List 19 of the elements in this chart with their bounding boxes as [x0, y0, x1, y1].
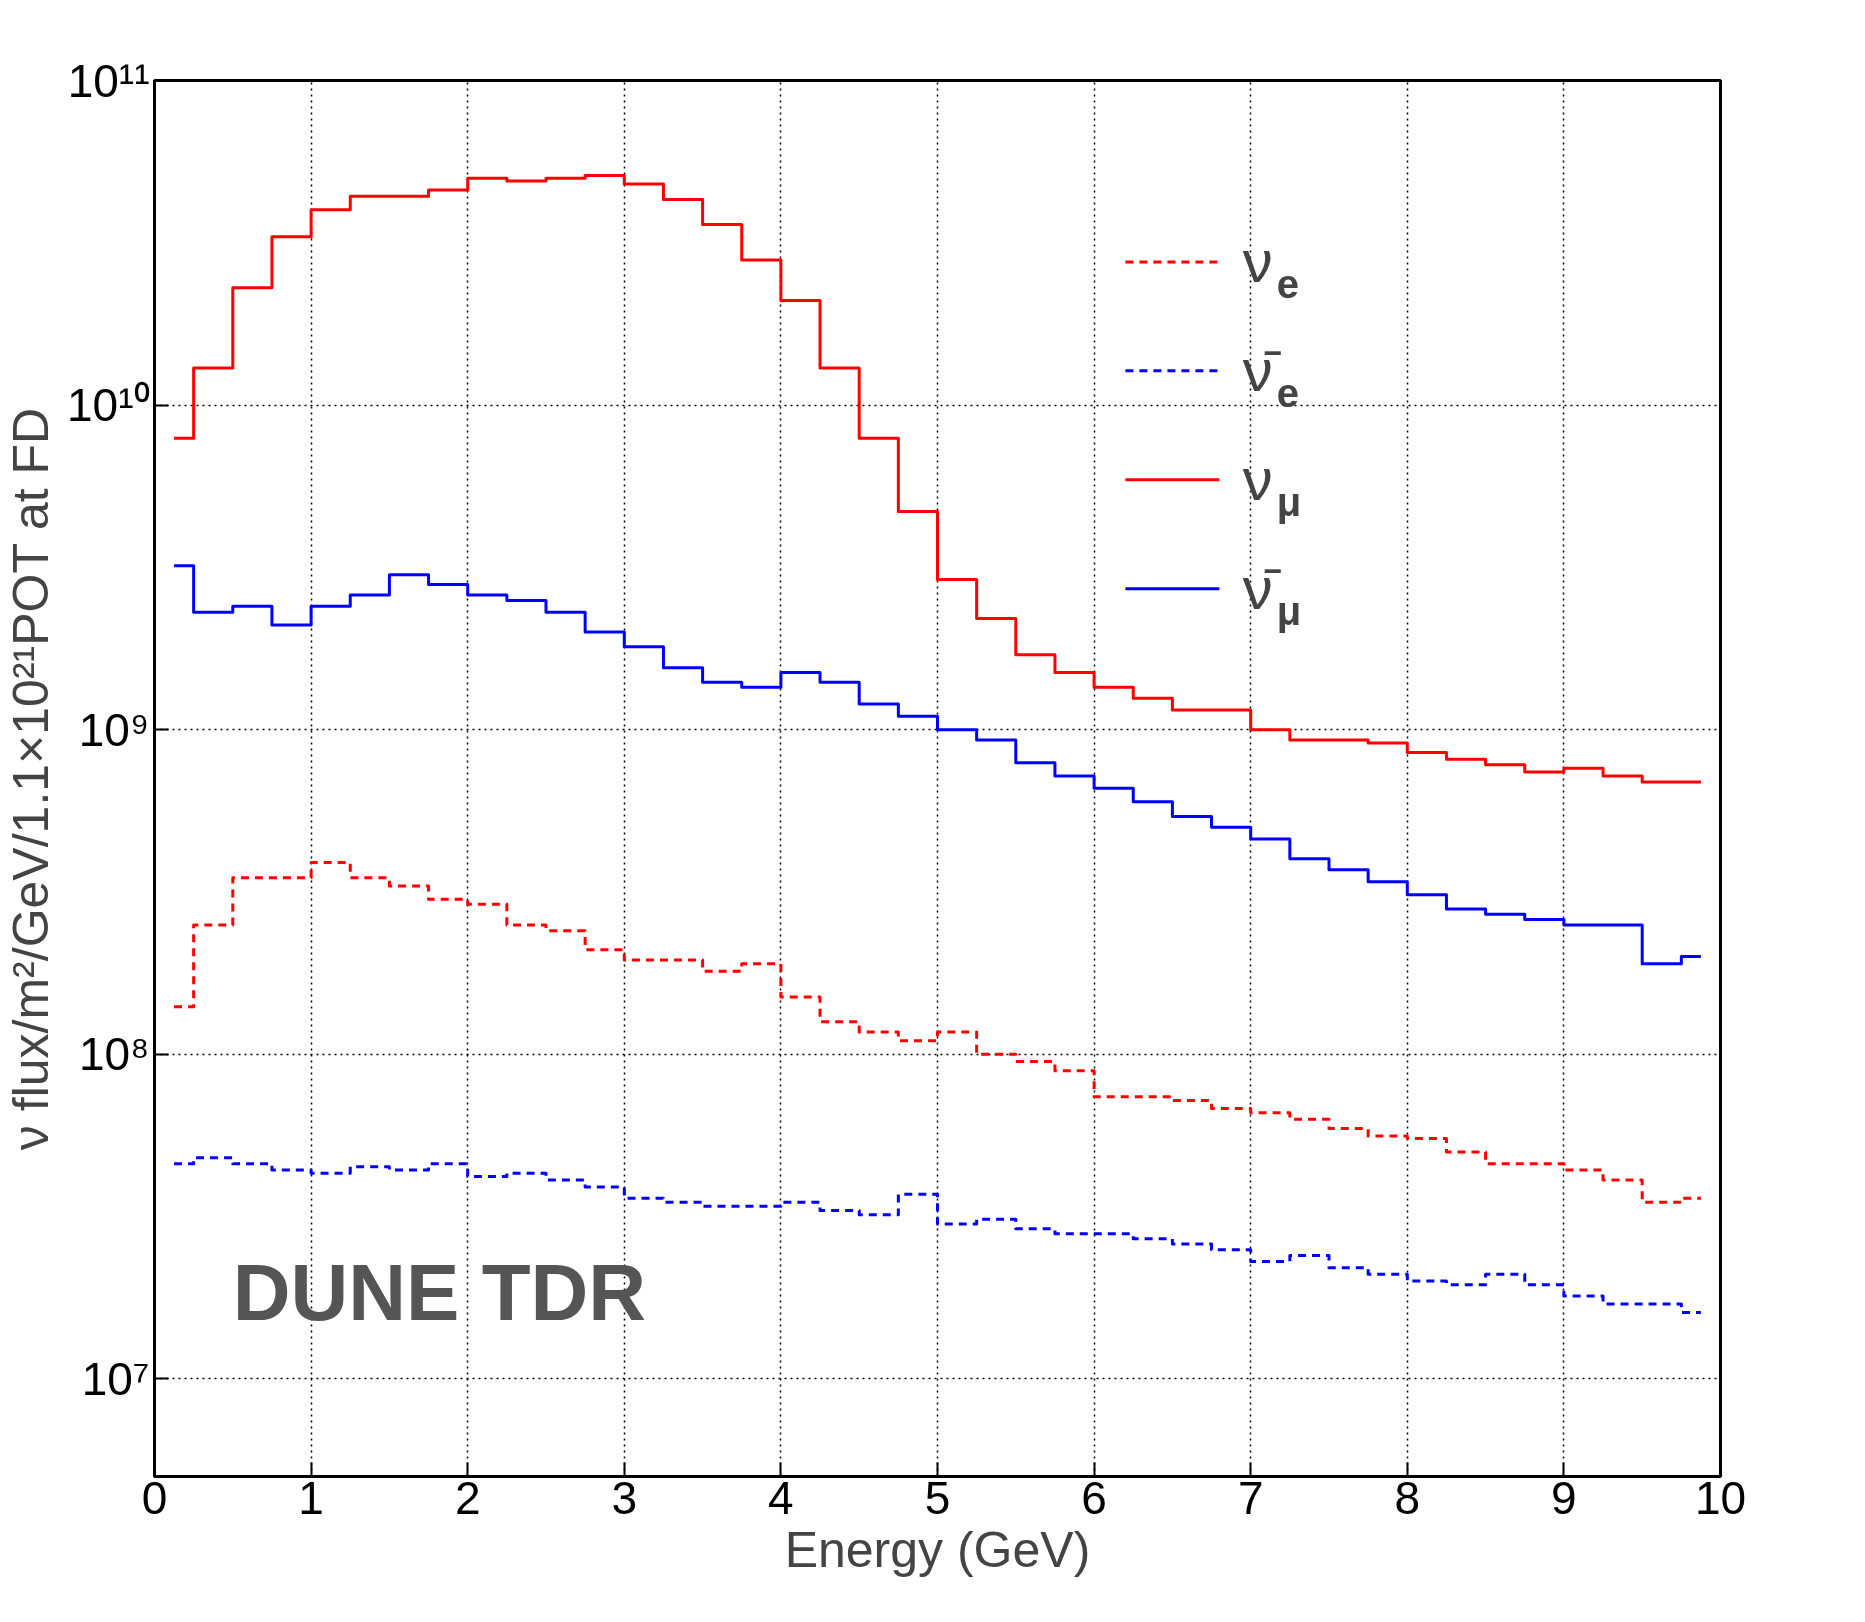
x-tick-label: 4 — [768, 1471, 794, 1524]
y-tick-label: 10⁷ — [81, 1352, 150, 1405]
x-tick-label: 2 — [454, 1471, 481, 1524]
y-tick-label: 10¹⁰ — [67, 379, 150, 432]
annotation: DUNE TDR — [232, 1247, 647, 1337]
x-tick-label: 5 — [924, 1471, 951, 1524]
x-axis-title: Energy (GeV) — [784, 1521, 1091, 1578]
x-tick-label: 6 — [1081, 1471, 1107, 1524]
x-tick-label: 8 — [1394, 1471, 1421, 1524]
y-axis-title: ν flux/m²/GeV/1.1×10²¹POT at FD — [3, 407, 60, 1151]
y-tick-label: 10⁹ — [78, 703, 150, 756]
y-tick-label: 10¹¹ — [67, 54, 150, 107]
x-tick-label: 0 — [141, 1471, 168, 1524]
y-tick-label: 10⁸ — [78, 1028, 150, 1081]
x-tick-label: 7 — [1237, 1471, 1264, 1524]
x-tick-label: 1 — [298, 1471, 324, 1524]
x-tick-label: 10 — [1694, 1471, 1747, 1524]
x-tick-label: 9 — [1551, 1471, 1577, 1524]
x-tick-label: 3 — [611, 1471, 638, 1524]
